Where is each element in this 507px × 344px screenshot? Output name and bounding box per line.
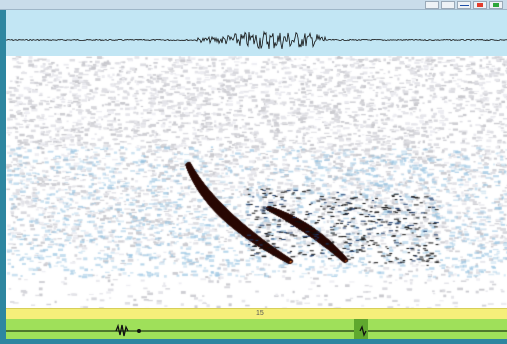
stop-icon[interactable]: [489, 1, 503, 9]
zoom-line-icon[interactable]: [457, 1, 471, 9]
waveform-mini-icon[interactable]: [425, 1, 439, 9]
spectrogram-panel[interactable]: [6, 56, 507, 308]
waveform-trace: [5, 30, 507, 50]
overview-trace: [6, 319, 507, 339]
window-frame: [0, 10, 6, 339]
time-tick-label: 15: [256, 310, 264, 317]
time-axis: 15: [6, 308, 507, 319]
play-icon[interactable]: [473, 1, 487, 9]
spectrogram-canvas: [6, 56, 507, 308]
top-toolbar: [0, 0, 507, 10]
scroll-icon[interactable]: [441, 1, 455, 9]
waveform-panel[interactable]: [5, 10, 507, 56]
toolbar-tools: [425, 0, 503, 10]
overview-track[interactable]: [6, 319, 507, 339]
